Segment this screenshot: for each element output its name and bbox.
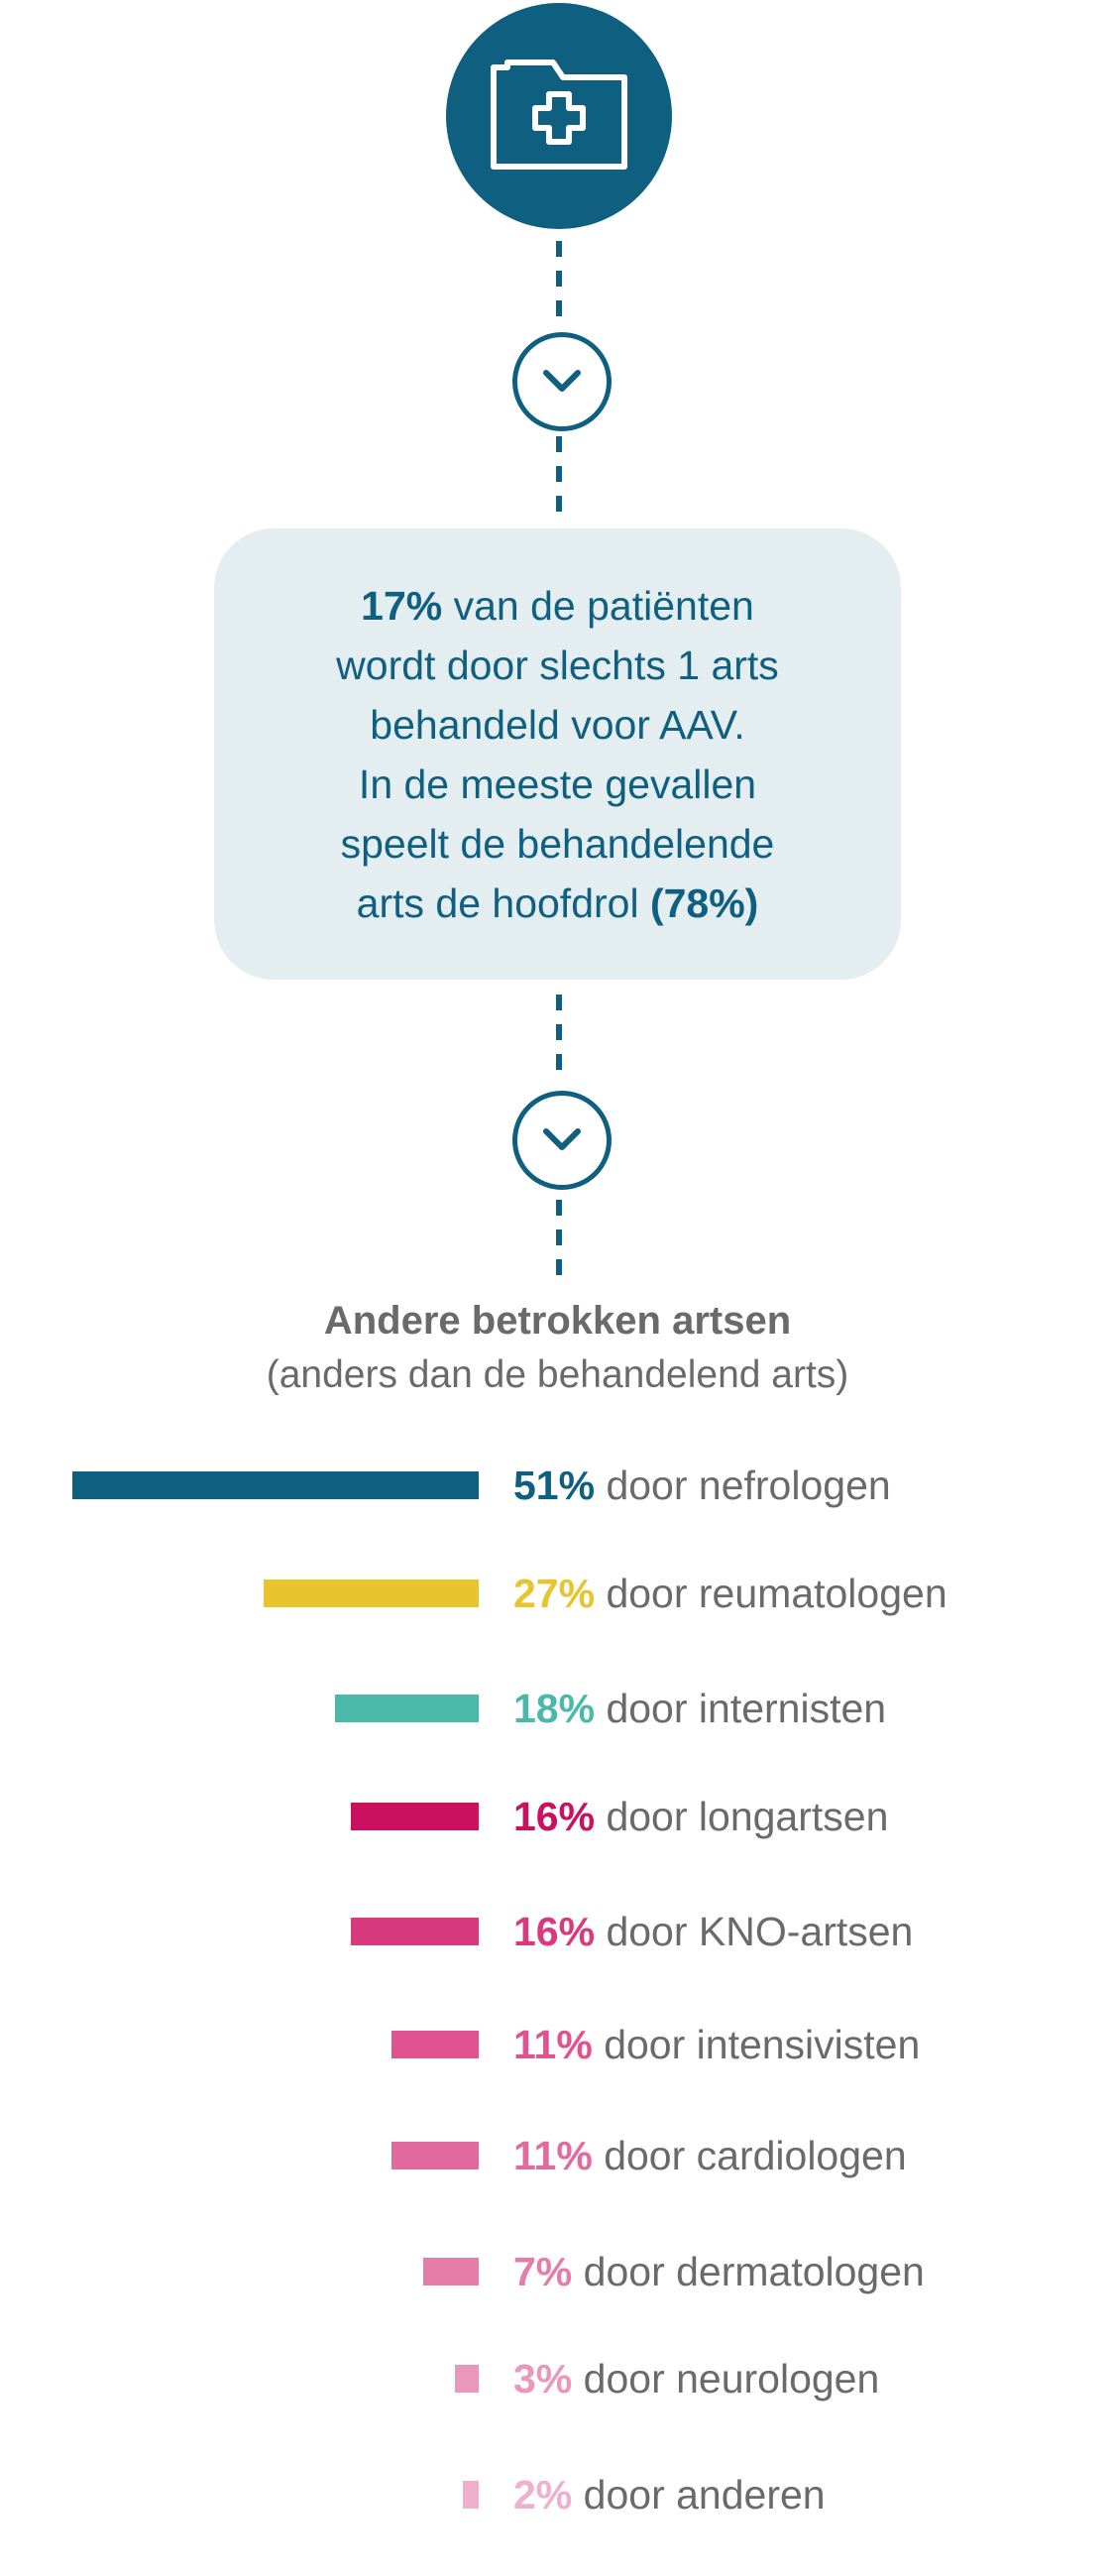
bar-category-label: door internisten (595, 1686, 887, 1731)
bar (351, 1803, 479, 1830)
bar-category-label: door nefrologen (595, 1463, 891, 1508)
bar (463, 2481, 479, 2509)
info-line-4: In de meeste gevallen (358, 761, 757, 807)
bar-label: 27% door reumatologen (513, 1564, 948, 1623)
bar-row: 7% door dermatologen (0, 2242, 1115, 2301)
bar-label: 11% door intensivisten (513, 2015, 920, 2074)
bar-row: 11% door intensivisten (0, 2015, 1115, 2074)
bar (391, 2031, 479, 2058)
bar-row: 3% door neurologen (0, 2349, 1115, 2408)
info-box: 17% van de patiënten wordt door slechts … (214, 528, 901, 980)
bar-value-label: 27% (513, 1571, 596, 1616)
info-line-5: speelt de behandelende (340, 820, 775, 867)
bar-label: 16% door KNO-artsen (513, 1902, 913, 1961)
bar (335, 1695, 479, 1722)
bar-row: 11% door cardiologen (0, 2126, 1115, 2185)
bar-label: 2% door anderen (513, 2465, 826, 2524)
bar-category-label: door reumatologen (595, 1571, 948, 1616)
bar-value-label: 51% (513, 1463, 596, 1508)
bar (455, 2365, 479, 2393)
bar-value-label: 11% (513, 2022, 593, 2067)
info-line-2: wordt door slechts 1 arts (336, 642, 779, 688)
chevron-down-icon (543, 1128, 581, 1150)
chart-title: Andere betrokken artsen (323, 1299, 792, 1343)
bar-value-label: 2% (513, 2472, 573, 2517)
bar (351, 1918, 479, 1945)
bar-row: 51% door nefrologen (0, 1456, 1115, 1515)
bar (423, 2258, 479, 2285)
bar-value-label: 18% (513, 1686, 596, 1731)
connector-line (556, 241, 562, 324)
bar (72, 1471, 479, 1499)
bar (391, 2142, 479, 2169)
bar-category-label: door neurologen (572, 2356, 880, 2401)
bar-category-label: door cardiologen (592, 2133, 907, 2178)
bar-category-label: door longartsen (595, 1794, 889, 1839)
bar-row: 2% door anderen (0, 2465, 1115, 2524)
bar-row: 27% door reumatologen (0, 1564, 1115, 1623)
bar-category-label: door anderen (572, 2472, 826, 2517)
bar-category-label: door dermatologen (572, 2249, 925, 2294)
bar-category-label: door intensivisten (592, 2022, 921, 2067)
bar-label: 3% door neurologen (513, 2349, 879, 2408)
bar-label: 11% door cardiologen (513, 2126, 907, 2185)
info-line-6: arts de hoofdrol (78%) (356, 879, 759, 926)
connector-line (556, 1200, 562, 1284)
bar-value-label: 16% (513, 1909, 596, 1954)
chart-subtitle: (anders dan de behandelend arts) (266, 1353, 849, 1396)
info-line-1: 17% van de patiënten (361, 582, 754, 629)
bar-value-label: 7% (513, 2249, 573, 2294)
medical-folder-icon (491, 59, 627, 170)
bar-label: 51% door nefrologen (513, 1456, 891, 1515)
bar-row: 16% door KNO-artsen (0, 1902, 1115, 1961)
bar-label: 18% door internisten (513, 1679, 886, 1738)
bar-label: 16% door longartsen (513, 1787, 888, 1846)
connector-line (556, 436, 562, 521)
step-chevron (512, 1091, 612, 1190)
bar-row: 16% door longartsen (0, 1787, 1115, 1846)
bar-category-label: door KNO-artsen (595, 1909, 914, 1954)
medical-folder-badge (446, 3, 672, 229)
info-line-3: behandeld voor AAV. (370, 701, 745, 748)
connector-line (556, 995, 562, 1079)
step-chevron (512, 332, 612, 431)
chevron-down-icon (543, 370, 581, 392)
bar (264, 1580, 479, 1607)
bar-row: 18% door internisten (0, 1679, 1115, 1738)
bar-label: 7% door dermatologen (513, 2242, 925, 2301)
bar-value-label: 16% (513, 1794, 596, 1839)
bar-value-label: 3% (513, 2356, 573, 2401)
bar-value-label: 11% (513, 2133, 593, 2178)
